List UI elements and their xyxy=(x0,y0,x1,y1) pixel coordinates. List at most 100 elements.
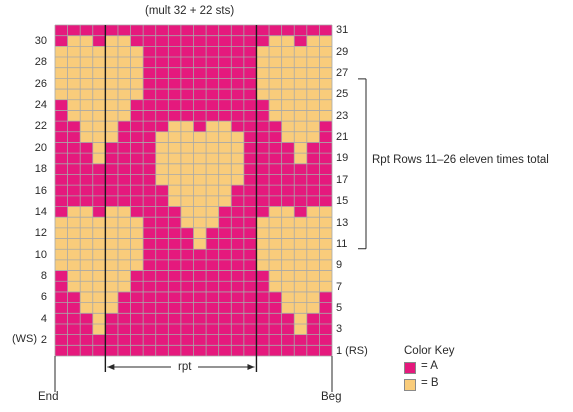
chart-cell xyxy=(294,174,307,186)
chart-cell xyxy=(193,131,207,143)
chart-cell xyxy=(218,89,232,100)
chart-cell xyxy=(319,185,332,196)
chart-cell xyxy=(193,259,207,271)
chart-cell xyxy=(294,57,307,68)
chart-cell xyxy=(193,174,207,186)
chart-cell xyxy=(319,302,332,314)
chart-cell xyxy=(143,163,156,175)
chart-cell xyxy=(269,195,282,207)
chart-cell xyxy=(105,185,118,196)
chart-cell xyxy=(168,227,181,239)
chart-cell xyxy=(193,78,207,90)
chart-cell xyxy=(130,153,144,164)
chart-cell xyxy=(180,281,194,292)
chart-title: (mult 32 + 22 sts) xyxy=(145,5,235,17)
chart-cell xyxy=(180,174,194,186)
row-label-10: 10 xyxy=(34,248,47,261)
chart-cell xyxy=(218,78,232,90)
chart-cell xyxy=(168,345,181,356)
chart-cell xyxy=(105,345,118,356)
chart-cell xyxy=(231,35,244,47)
chart-cell xyxy=(319,46,332,58)
chart-cell xyxy=(231,323,244,335)
chart-cell xyxy=(130,302,144,314)
chart-cell xyxy=(218,217,232,228)
chart-cell xyxy=(231,142,244,154)
chart-cell xyxy=(281,238,295,250)
chart-cell xyxy=(180,195,194,207)
chart-cell xyxy=(168,89,181,100)
chart-cell xyxy=(117,185,131,196)
chart-cell xyxy=(67,281,81,292)
chart-cell xyxy=(143,153,156,164)
chart-cell xyxy=(105,89,118,100)
chart-cell xyxy=(92,195,106,207)
chart-cell xyxy=(80,89,93,100)
chart-cell xyxy=(67,334,81,346)
chart-cell xyxy=(206,99,219,111)
chart-cell xyxy=(168,131,181,143)
chart-cell xyxy=(130,281,144,292)
chart-cell xyxy=(168,153,181,164)
chart-cell xyxy=(231,334,244,346)
row-label-26: 26 xyxy=(34,77,47,90)
chart-cell xyxy=(155,99,169,111)
chart-cell xyxy=(306,281,320,292)
row-label-13: 13 xyxy=(336,216,349,229)
row-label-4: 4 xyxy=(40,312,47,325)
chart-cell xyxy=(143,249,156,260)
chart-cell xyxy=(319,195,332,207)
chart-cell xyxy=(143,302,156,314)
chart-cell xyxy=(281,99,295,111)
chart-cell xyxy=(55,195,68,207)
chart-cell xyxy=(281,25,295,36)
chart-cell xyxy=(269,313,282,324)
chart-cell xyxy=(218,46,232,58)
chart-cell xyxy=(105,259,118,271)
chart-cell xyxy=(218,206,232,218)
chart-cell xyxy=(281,174,295,186)
chart-cell xyxy=(67,153,81,164)
chart-cell xyxy=(281,89,295,100)
chart-cell xyxy=(231,67,244,79)
chart-cell xyxy=(105,238,118,250)
chart-cell xyxy=(155,163,169,175)
chart-cell xyxy=(80,313,93,324)
chart-cell xyxy=(92,121,106,132)
chart-cell xyxy=(105,291,118,303)
chart-cell xyxy=(55,78,68,90)
chart-cell xyxy=(168,302,181,314)
chart-cell xyxy=(193,110,207,122)
chart-cell xyxy=(269,334,282,346)
chart-cell xyxy=(306,57,320,68)
repeat-rows-note: Rpt Rows 11–26 eleven times total xyxy=(372,154,549,166)
chart-cell xyxy=(117,131,131,143)
chart-cell xyxy=(130,313,144,324)
row-label-24: 24 xyxy=(34,99,47,112)
chart-cell xyxy=(256,217,270,228)
chart-cell xyxy=(180,46,194,58)
chart-cell xyxy=(206,121,219,132)
chart-cell xyxy=(243,334,257,346)
chart-cell xyxy=(143,174,156,186)
chart-cell xyxy=(105,174,118,186)
chart-cell xyxy=(180,153,194,164)
chart-cell xyxy=(168,78,181,90)
chart-cell xyxy=(231,153,244,164)
chart-cell xyxy=(143,131,156,143)
chart-cell xyxy=(231,121,244,132)
chart-cell xyxy=(306,121,320,132)
chart-cell xyxy=(256,99,270,111)
chart-cell xyxy=(256,313,270,324)
chart-cell xyxy=(269,121,282,132)
chart-cell xyxy=(206,174,219,186)
chart-cell xyxy=(105,110,118,122)
chart-cell xyxy=(55,281,68,292)
chart-cell xyxy=(168,238,181,250)
chart-cell xyxy=(130,334,144,346)
chart-cell xyxy=(130,131,144,143)
chart-cell xyxy=(105,270,118,282)
chart-cell xyxy=(80,46,93,58)
chart-cell xyxy=(231,313,244,324)
chart-cell xyxy=(67,323,81,335)
